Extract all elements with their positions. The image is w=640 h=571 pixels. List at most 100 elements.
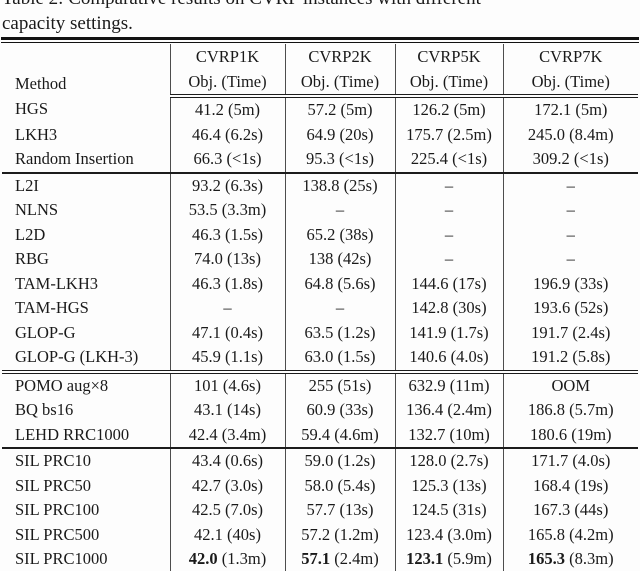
result-cell: 46.3 (1.8s) [169,271,285,296]
result-cell: 59.4 (4.6m) [284,422,395,448]
result-cell: 136.4 (2.4m) [394,398,503,423]
result-cell: 123.4 (3.0m) [394,522,503,547]
method-cell: GLOP-G [15,322,76,342]
result-cell: 140.6 (4.0s) [394,345,503,372]
result-cell: 59.0 (1.2s) [284,447,395,474]
result-cell: 191.2 (5.8s) [502,345,638,372]
result-cell: 64.9 (20s) [284,122,395,147]
result-cell: 144.6 (17s) [394,271,503,296]
result-cell: 63.5 (1.2s) [284,320,395,345]
method-cell: NLNS [15,200,59,219]
table-row: TAM-HGS – –142.8 (30s) 193.6 (52s) [2,296,638,321]
result-cell: 41.2 (5m) [169,96,285,123]
result-cell: 141.9 (1.7s) [394,320,503,345]
result-cell: 42.0 (1.3m) [169,547,285,571]
table-row: Random Insertion 66.3 (<1s) 95.3 (<1s) 225.… [2,147,638,173]
result-cell: 165.3 (8.3m) [502,547,638,571]
result-cell: 60.9 (33s) [284,398,395,423]
column-subheader: Obj. (Time) [169,69,285,98]
result-cell: 42.7 (3.0s) [169,473,285,498]
result-cell: – [502,171,638,198]
result-cell: 58.0 (5.4s) [284,473,395,498]
table-row: SIL PRC500 42.1 (40s) 57.2 (1.2m) 123.4 (3.… [2,522,638,547]
method-cell: LKH3 [15,124,58,144]
method-cell: SIL PRC50 [15,475,91,495]
method-cell: HGS [15,99,49,118]
column-header: CVRP7K [502,44,638,69]
column-header: CVRP5K [394,44,503,69]
result-cell: 42.5 (7.0s) [169,498,285,523]
result-cell: 142.8 (30s) [394,296,503,321]
column-header: CVRP1K [169,44,285,69]
result-cell: 126.2 (5m) [394,96,503,123]
table-row: GLOP-G (LKH-3) 45.9 (1.1s) 63.0 (1.5s) 140.… [2,345,638,372]
time-value: (5.9m) [443,549,492,568]
result-cell: 43.1 (14s) [169,398,285,423]
table-row: RBG 74.0 (13s) 138 (42s) – – [2,247,638,272]
table-header: Method CVRP1K CVRP2K CVRP5K CVRP7K Obj. (Ti… [2,44,638,98]
table-row: HGS 41.2 (5m) 57.2 (5m) 126.2 (5m) 172.1 (5m… [2,96,638,123]
method-cell: TAM-HGS [15,298,89,317]
result-cell: 57.1 (2.4m) [284,547,395,571]
time-value: (1.3m) [217,549,267,568]
table-row: NLNS 53.5 (3.3m) – – – [2,198,638,223]
table-row: LKH3 46.4 (6.2s) 64.9 (20s) 175.7 (2.5m) 245… [2,122,638,147]
subheader-row: Obj. (Time) Obj. (Time) Obj. (Time) Obj. (T… [2,69,638,98]
result-cell: 63.0 (1.5s) [284,345,395,372]
table-row: BQ bs16 43.1 (14s) 60.9 (33s) 136.4 (2.4m) 1… [2,398,638,423]
table-row: SIL PRC50 42.7 (3.0s) 58.0 (5.4s) 125.3 (13… [2,473,638,498]
result-cell: – [394,198,503,223]
result-cell: 124.5 (31s) [394,498,503,523]
result-cell: 45.9 (1.1s) [169,345,285,372]
table-row: TAM-LKH3 46.3 (1.8s) 64.8 (5.6s) 144.6 (17s… [2,271,638,296]
method-cell: SIL PRC10 [2,447,170,474]
column-subheader: Obj. (Time) [502,69,638,98]
method-cell: SIL PRC500 [15,524,100,544]
result-cell: 175.7 (2.5m) [394,122,503,147]
result-cell: – [502,222,638,247]
result-cell: – [284,198,395,223]
result-cell: 95.3 (<1s) [284,147,395,173]
column-header-row: Method CVRP1K CVRP2K CVRP5K CVRP7K [2,44,638,93]
result-cell: 65.2 (38s) [284,222,395,247]
time-value: (8.3m) [565,549,614,568]
caption-line2-text: capacity settings. [2,13,133,34]
result-cell: 57.2 (5m) [284,96,395,123]
method-cell: L2D [15,224,46,244]
result-cell: – [502,198,638,223]
table-row: POMO aug×8 101 (4.6s) 255 (51s) 632.9 (11m)… [2,369,638,398]
method-cell: LEHD RRC1000 [15,424,130,444]
caption-line1-clipped: Table 2: Comparative results on CVRP ins… [2,0,638,11]
result-cell: 171.7 (4.0s) [502,447,638,474]
result-cell: 123.1 (5.9m) [394,547,503,571]
result-cell: 309.2 (<1s) [502,147,638,173]
column-subheader: Obj. (Time) [394,69,503,98]
table-row: SIL PRC10 43.4 (0.6s) 59.0 (1.2s) 128.0 (2.… [2,447,638,474]
column-subheader: Obj. (Time) [284,69,395,98]
result-cell: 180.6 (19m) [502,422,638,448]
result-cell: 47.1 (0.4s) [169,320,285,345]
result-cell: – [169,296,285,321]
result-cell: 46.4 (6.2s) [169,122,285,147]
method-cell: POMO aug×8 [2,369,170,398]
method-cell: SIL PRC1000 [15,549,108,568]
method-cell: TAM-LKH3 [15,273,98,293]
result-cell: 53.5 (3.3m) [169,198,285,223]
method-cell: BQ bs16 [15,400,74,419]
method-cell: RBG [15,249,49,268]
table-row: L2I 93.2 (6.3s) 138.8 (25s) – – [2,171,638,198]
best-objective-value: 57.1 [301,549,331,568]
result-cell: – [394,171,503,198]
time-value: (2.4m) [330,549,379,568]
result-cell: 64.8 (5.6s) [284,271,395,296]
table-row: GLOP-G 47.1 (0.4s) 63.5 (1.2s) 141.9 (1.7s)… [2,320,638,345]
result-cell: 225.4 (<1s) [394,147,503,173]
result-cell: 46.3 (1.5s) [169,222,285,247]
table-body: HGS 41.2 (5m) 57.2 (5m) 126.2 (5m) 172.1 (5m… [2,96,638,571]
best-objective-value: 42.0 [188,549,218,568]
result-cell: – [394,247,503,272]
result-cell: 632.9 (11m) [394,369,503,398]
result-cell: 43.4 (0.6s) [169,447,285,474]
result-cell: 101 (4.6s) [169,369,285,398]
table-row: SIL PRC100 42.5 (7.0s) 57.7 (13s) 124.5 (31… [2,498,638,523]
